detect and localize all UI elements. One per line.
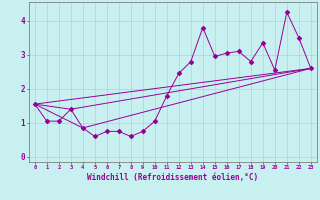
Point [260,41,265,44]
Point [80,126,85,130]
Point [176,72,181,75]
Point [68,108,73,111]
Point [32,103,37,106]
Point [140,130,145,133]
Point [272,68,277,72]
Point [284,11,289,14]
Point [152,120,157,123]
Point [248,60,253,63]
Point [200,26,205,29]
Point [296,36,301,39]
Point [224,51,229,55]
Point [212,55,217,58]
Point [128,135,133,138]
X-axis label: Windchill (Refroidissement éolien,°C): Windchill (Refroidissement éolien,°C) [87,173,258,182]
Point [164,94,169,97]
Point [116,130,121,133]
Point [236,50,241,53]
Point [92,135,97,138]
Point [188,60,193,63]
Point [44,120,49,123]
Point [308,67,313,70]
Point [56,120,61,123]
Point [104,130,109,133]
